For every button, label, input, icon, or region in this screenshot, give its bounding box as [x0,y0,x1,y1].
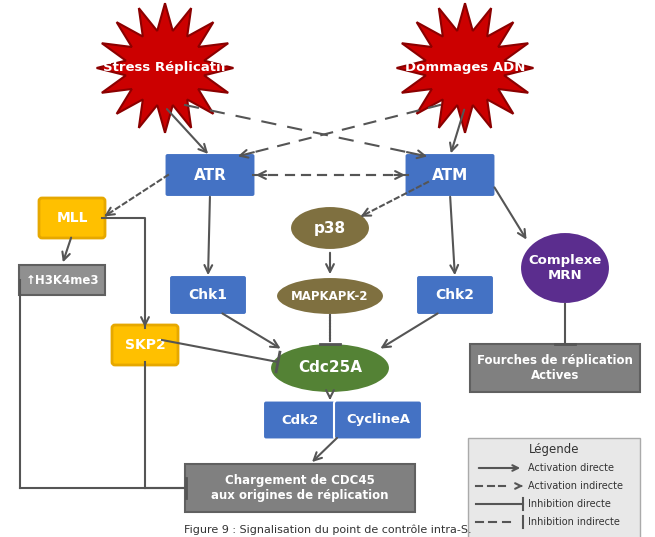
Text: ↑H3K4me3: ↑H3K4me3 [26,273,99,287]
Text: Chk1: Chk1 [189,288,227,302]
Text: Activation indirecte: Activation indirecte [528,481,623,491]
FancyBboxPatch shape [263,401,337,439]
FancyBboxPatch shape [169,275,247,315]
Ellipse shape [290,206,370,250]
Text: Dommages ADN: Dommages ADN [405,62,525,75]
FancyBboxPatch shape [185,464,415,512]
FancyBboxPatch shape [112,325,178,365]
Text: ATR: ATR [194,168,227,183]
Text: Stress Réplicatif: Stress Réplicatif [103,62,227,75]
Text: Fourches de réplication
Actives: Fourches de réplication Actives [477,354,633,382]
Ellipse shape [520,232,610,304]
FancyBboxPatch shape [334,401,422,439]
Text: Cdc25A: Cdc25A [298,360,362,375]
Polygon shape [96,3,233,133]
Text: ATM: ATM [432,168,468,183]
Text: MAPKAPK-2: MAPKAPK-2 [291,289,369,302]
FancyBboxPatch shape [164,153,255,197]
Text: p38: p38 [314,221,346,236]
FancyBboxPatch shape [39,198,105,238]
Text: Inhibition directe: Inhibition directe [528,499,611,509]
Text: Figure 9 : Signalisation du point de contrôle intra-S.: Figure 9 : Signalisation du point de con… [183,525,472,535]
Text: CyclineA: CyclineA [346,413,410,426]
FancyBboxPatch shape [468,438,640,537]
Text: Chk2: Chk2 [436,288,474,302]
FancyBboxPatch shape [470,344,640,392]
Text: Inhibition indirecte: Inhibition indirecte [528,517,620,527]
Ellipse shape [276,277,384,315]
Polygon shape [396,3,533,133]
FancyBboxPatch shape [19,265,105,295]
FancyBboxPatch shape [416,275,494,315]
Text: MLL: MLL [56,211,88,225]
Ellipse shape [270,343,390,393]
Text: Chargement de CDC45
aux origines de réplication: Chargement de CDC45 aux origines de répl… [212,474,389,502]
Text: Cdk2: Cdk2 [282,413,318,426]
Text: Légende: Légende [529,444,579,456]
Text: Complexe
MRN: Complexe MRN [529,254,602,282]
Text: Activation directe: Activation directe [528,463,614,473]
Text: SKP2: SKP2 [124,338,165,352]
FancyBboxPatch shape [405,153,495,197]
